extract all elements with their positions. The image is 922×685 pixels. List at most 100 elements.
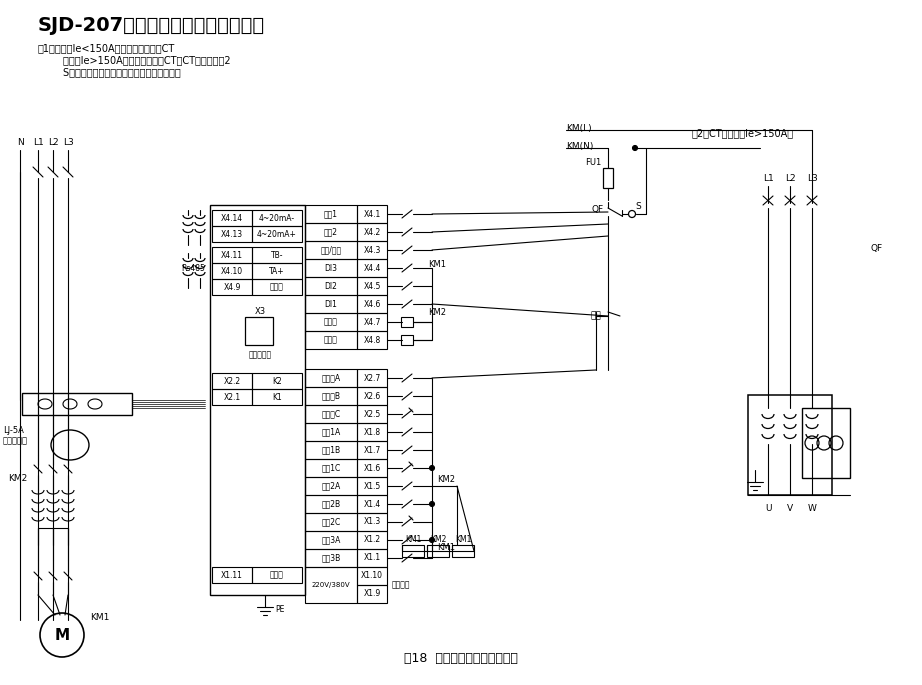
Text: DI2: DI2	[325, 282, 337, 290]
Text: X1.11: X1.11	[221, 571, 242, 580]
Text: PE: PE	[275, 604, 284, 614]
Bar	[212, 226, 252, 242]
Text: X2.1: X2.1	[223, 393, 241, 401]
Text: KM2: KM2	[437, 475, 455, 484]
Bar	[305, 513, 357, 531]
Text: QF: QF	[592, 205, 604, 214]
Text: M: M	[54, 627, 69, 643]
Text: X4.4: X4.4	[363, 264, 381, 273]
Bar	[305, 423, 357, 441]
Bar	[305, 313, 357, 331]
Bar	[212, 279, 252, 295]
Bar	[401, 335, 413, 345]
Text: 停机/复位: 停机/复位	[321, 245, 341, 255]
Text: KM1: KM1	[428, 260, 446, 269]
Bar	[357, 259, 387, 277]
Text: KM1: KM1	[90, 612, 110, 621]
Bar	[212, 210, 252, 226]
Bar	[212, 373, 252, 389]
Text: K1: K1	[272, 393, 282, 401]
Text: SJD-207自耦变压器降压启动接线图: SJD-207自耦变压器降压启动接线图	[38, 16, 266, 34]
Text: 4~20mA+: 4~20mA+	[257, 229, 297, 238]
Bar	[402, 545, 424, 557]
Text: X2.5: X2.5	[363, 410, 381, 419]
Bar	[305, 405, 357, 423]
Text: 控制2B: 控制2B	[322, 499, 340, 508]
Bar	[305, 549, 357, 567]
Text: X4.3: X4.3	[363, 245, 381, 255]
Bar	[357, 295, 387, 313]
Bar	[357, 405, 387, 423]
Bar	[357, 241, 387, 259]
Text: 电源输入: 电源输入	[392, 580, 410, 590]
Bar	[357, 459, 387, 477]
Text: X4.6: X4.6	[363, 299, 381, 308]
Text: X2.2: X2.2	[223, 377, 241, 386]
Bar	[305, 331, 357, 349]
Bar	[305, 459, 357, 477]
Bar	[357, 531, 387, 549]
Text: KM1: KM1	[455, 534, 471, 543]
Bar	[452, 545, 474, 557]
Text: X1.2: X1.2	[363, 536, 381, 545]
Text: KM1: KM1	[437, 543, 455, 551]
Text: LJ-5A: LJ-5A	[3, 425, 24, 434]
Text: X1.9: X1.9	[363, 590, 381, 599]
Bar	[305, 441, 357, 459]
Bar	[357, 549, 387, 567]
Bar	[305, 495, 357, 513]
Bar	[305, 277, 357, 295]
Text: X1.10: X1.10	[361, 571, 383, 580]
Bar	[212, 263, 252, 279]
Text: X4.14: X4.14	[221, 214, 243, 223]
Bar	[401, 317, 413, 327]
Text: L3: L3	[63, 138, 74, 147]
Bar	[357, 513, 387, 531]
Bar	[305, 223, 357, 241]
Bar	[245, 317, 273, 345]
Bar	[212, 389, 252, 405]
Text: W: W	[808, 503, 817, 512]
Bar	[210, 205, 305, 595]
Bar	[748, 395, 832, 495]
Text: X2.7: X2.7	[363, 373, 381, 382]
Bar	[305, 369, 357, 387]
Text: S: S	[635, 201, 641, 210]
Text: X4.7: X4.7	[363, 318, 381, 327]
Text: 启动2: 启动2	[324, 227, 338, 236]
Bar	[357, 205, 387, 223]
Bar	[305, 205, 357, 223]
Text: KM2: KM2	[430, 534, 446, 543]
Text: X4.1: X4.1	[363, 210, 381, 219]
Bar	[357, 441, 387, 459]
Text: 控制2A: 控制2A	[322, 482, 340, 490]
Text: KM2: KM2	[8, 473, 28, 482]
Bar	[357, 477, 387, 495]
Bar	[212, 567, 252, 583]
Text: X4.8: X4.8	[363, 336, 381, 345]
Bar	[802, 408, 850, 478]
Text: 控制3B: 控制3B	[322, 553, 340, 562]
Bar	[305, 387, 357, 405]
Text: TA+: TA+	[269, 266, 285, 275]
Bar	[357, 223, 387, 241]
Circle shape	[430, 501, 434, 506]
Bar	[603, 168, 613, 188]
Text: N: N	[17, 138, 23, 147]
Text: V: V	[787, 503, 793, 512]
Circle shape	[430, 466, 434, 471]
Text: X4.13: X4.13	[221, 229, 243, 238]
Text: X1.8: X1.8	[363, 427, 381, 436]
Text: 屏蔽地: 屏蔽地	[270, 282, 284, 292]
Text: 互感器接口: 互感器接口	[248, 351, 272, 360]
Text: KM(L): KM(L)	[566, 123, 592, 132]
Bar	[252, 226, 302, 242]
Text: 控制3A: 控制3A	[321, 536, 341, 545]
Text: X2.6: X2.6	[363, 392, 381, 401]
Bar	[252, 279, 302, 295]
Bar	[357, 387, 387, 405]
Text: 公共端: 公共端	[324, 336, 338, 345]
Bar	[357, 369, 387, 387]
Text: 注2：CT的接线（Ie>150A）: 注2：CT的接线（Ie>150A）	[692, 128, 794, 138]
Text: QF: QF	[870, 243, 882, 253]
